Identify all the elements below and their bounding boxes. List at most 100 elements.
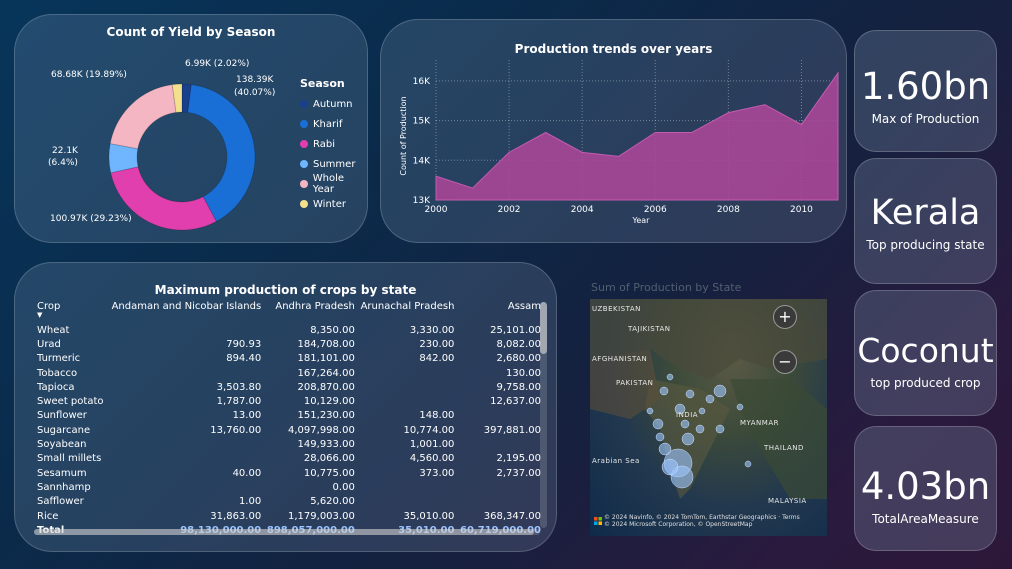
- map-bubble[interactable]: [685, 389, 695, 399]
- production-cell: [458, 437, 545, 451]
- production-cell: 25,101.00: [490, 324, 541, 336]
- scrollbar-thumb[interactable]: [34, 529, 534, 535]
- table-row[interactable]: Turmeric 894.40 181,101.00 842.00 2,680.00: [37, 352, 545, 366]
- legend-item-kharif[interactable]: Kharif: [300, 114, 367, 134]
- map-bubble[interactable]: [713, 384, 727, 398]
- table-row[interactable]: Wheat 8,350.00 3,330.00 25,101.00: [37, 323, 545, 337]
- production-cell: 4,560.00: [409, 453, 455, 465]
- map-title: Sum of Production by State: [591, 281, 742, 294]
- production-cell: [109, 452, 265, 466]
- production-cell: 151,230.00: [297, 410, 355, 422]
- production-cell: 3,330.00: [409, 324, 455, 336]
- map-label-myanmar: MYANMAR: [740, 419, 779, 427]
- map-bubble[interactable]: [666, 373, 674, 381]
- donut-slice-kharif[interactable]: [187, 84, 256, 223]
- y-axis-title: Count of Production: [399, 96, 408, 175]
- map-bubble[interactable]: [646, 407, 654, 415]
- table-row[interactable]: Sesamum 40.00 10,775.00 373.00 2,737.00: [37, 466, 545, 480]
- y-tick-label: 15K: [413, 117, 431, 127]
- table-row[interactable]: Safflower 1.00 5,620.00: [37, 495, 545, 509]
- map-bubble[interactable]: [698, 407, 706, 415]
- kpi-value: 4.03bn: [860, 465, 991, 508]
- table-row[interactable]: Small millets 28,066.00 4,560.00 2,195.00: [37, 452, 545, 466]
- area-chart: 13K 14K 15K 16K 2000 2002 2004 2006 2008 2010 Yea…: [399, 60, 839, 225]
- production-cell: 397,881.00: [483, 424, 541, 436]
- legend-label: Whole Year: [312, 173, 345, 195]
- table-row[interactable]: Urad 790.93 184,708.00 230.00 8,082.00: [37, 337, 545, 351]
- production-cell: 40.00: [232, 467, 262, 479]
- donut-slice-summer[interactable]: [108, 143, 139, 174]
- legend-item-rabi[interactable]: Rabi: [300, 134, 367, 154]
- label-summer-2: (6.4%): [48, 158, 78, 168]
- table-row[interactable]: Tobacco 167,264.00 130.00: [37, 366, 545, 380]
- kpi-label: Max of Production: [871, 112, 980, 126]
- table-row[interactable]: Sugarcane 13,760.00 4,097,998.00 10,774.00 3…: [37, 423, 545, 437]
- production-cell: [458, 495, 545, 509]
- production-cell: [458, 480, 545, 494]
- map-bubble[interactable]: [736, 403, 744, 411]
- kpi-label: Top producing state: [866, 238, 985, 252]
- kpi-value: Kerala: [870, 193, 981, 233]
- table-vertical-scrollbar[interactable]: [540, 302, 547, 528]
- crop-name-cell: Urad: [37, 338, 61, 350]
- zoom-in-button[interactable]: +: [773, 305, 797, 329]
- table-title: Maximum production of crops by state: [154, 283, 417, 297]
- table-horizontal-scrollbar[interactable]: [34, 529, 540, 535]
- legend-item-summer[interactable]: Summer: [300, 154, 367, 174]
- production-cell: [109, 366, 265, 380]
- column-header-assam[interactable]: Assam: [507, 301, 541, 312]
- scrollbar-thumb[interactable]: [540, 302, 547, 354]
- zoom-out-button[interactable]: −: [773, 350, 797, 374]
- map-label-afghanistan: AFGHANISTAN: [592, 355, 648, 363]
- donut-slice-winter[interactable]: [171, 83, 183, 113]
- map-bubble[interactable]: [659, 386, 669, 396]
- crop-name-cell: Sugarcane: [37, 424, 91, 436]
- map-bubble[interactable]: [658, 442, 672, 456]
- kpi-value: Coconut: [857, 331, 994, 370]
- table-row[interactable]: Sunflower 13.00 151,230.00 148.00: [37, 409, 545, 423]
- legend-item-autumn[interactable]: Autumn: [300, 94, 367, 114]
- legend-title: Season: [300, 77, 345, 90]
- map-label-pakistan: PAKISTAN: [616, 379, 654, 387]
- production-cell: [359, 394, 459, 408]
- map-bubble[interactable]: [680, 419, 690, 429]
- map-bubble[interactable]: [652, 418, 664, 430]
- column-header-andhra[interactable]: Andhra Pradesh: [275, 301, 355, 312]
- crop-name-cell: Wheat: [37, 324, 70, 336]
- production-cell: 4,097,998.00: [288, 424, 355, 436]
- table-row[interactable]: Soyabean 149,933.00 1,001.00: [37, 437, 545, 451]
- legend-label: Kharif: [313, 118, 343, 130]
- map-bubble[interactable]: [744, 460, 752, 468]
- map-bubble[interactable]: [705, 394, 715, 404]
- table-row[interactable]: Tapioca 3,503.80 208,870.00 9,758.00: [37, 380, 545, 394]
- production-cell: 2,680.00: [496, 353, 541, 365]
- column-header-crop[interactable]: Crop ▼: [37, 301, 109, 323]
- map-bubble[interactable]: [695, 424, 705, 434]
- map-label-uzbekistan: UZBEKISTAN: [592, 305, 641, 313]
- crop-name-cell: Sannhamp: [37, 481, 91, 493]
- donut-slice-whole-year[interactable]: [109, 84, 177, 150]
- x-tick-label: 2000: [425, 205, 448, 215]
- map-bubble[interactable]: [681, 432, 695, 446]
- legend-item-whole-year[interactable]: Whole Year: [300, 173, 367, 195]
- production-cell: 373.00: [419, 467, 455, 479]
- table-row[interactable]: Sannhamp 0.00: [37, 480, 545, 494]
- legend-item-winter[interactable]: Winter: [300, 194, 367, 214]
- crop-name-cell: Soyabean: [37, 439, 87, 451]
- map-bubble[interactable]: [674, 403, 686, 415]
- column-header-andaman[interactable]: Andaman and Nicobar Islands: [111, 301, 262, 312]
- production-cell: 0.00: [332, 481, 355, 493]
- production-map[interactable]: UZBEKISTAN TAJIKISTAN AFGHANISTAN PAKIST…: [590, 299, 827, 536]
- map-bubble[interactable]: [715, 424, 725, 434]
- production-cell: 9,758.00: [496, 381, 541, 393]
- production-cell: 842.00: [419, 353, 455, 365]
- column-header-arunachal[interactable]: Arunachal Pradesh: [360, 301, 455, 312]
- map-bubble[interactable]: [661, 458, 679, 476]
- production-cell: 1,179,003.00: [288, 510, 355, 522]
- table-row[interactable]: Rice 31,863.00 1,179,003.00 35,010.00 368,34…: [37, 509, 545, 523]
- legend-dot: [300, 160, 308, 168]
- map-bubble[interactable]: [655, 432, 665, 442]
- donut-slice-rabi[interactable]: [110, 166, 218, 231]
- production-cell: 10,775.00: [303, 467, 355, 479]
- table-row[interactable]: Sweet potato 1,787.00 10,129.00 12,637.00: [37, 394, 545, 408]
